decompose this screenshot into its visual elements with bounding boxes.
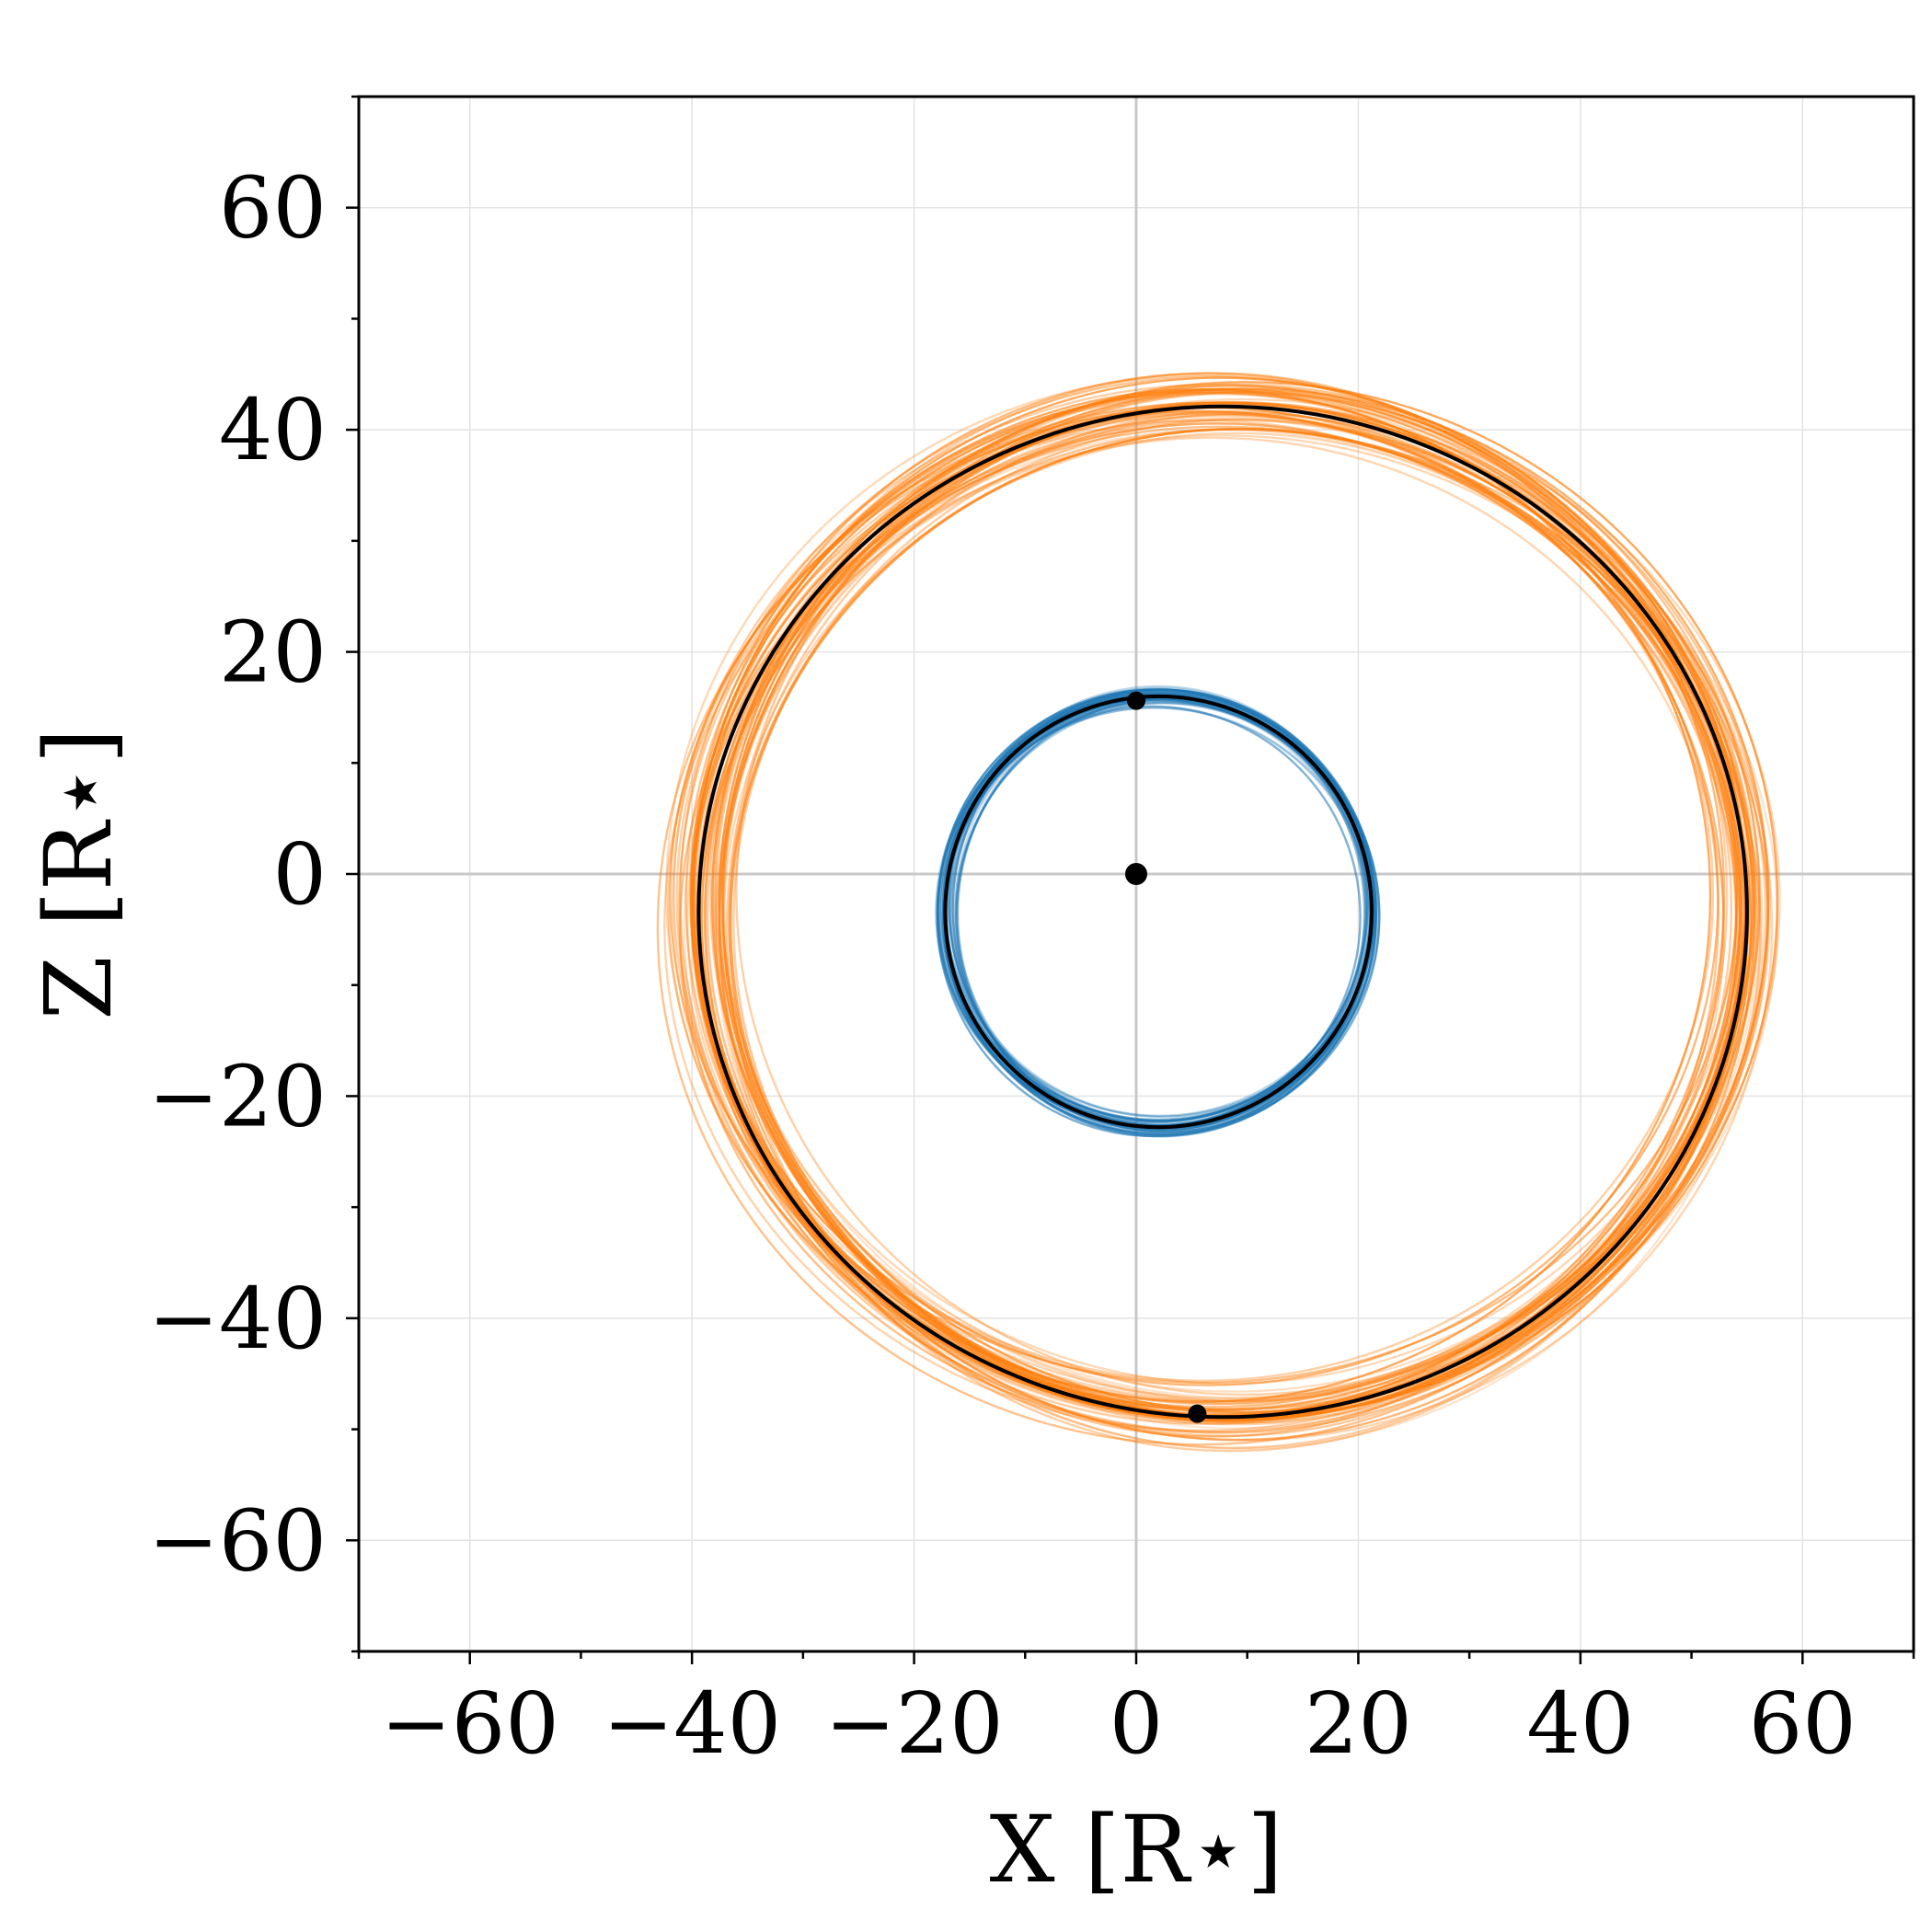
y-tick-label: −40 — [148, 1270, 327, 1368]
best-fit-orbit — [943, 694, 1374, 1130]
data-point — [1125, 863, 1147, 885]
x-tick-label: 0 — [1110, 1674, 1164, 1773]
orbit-sample — [707, 403, 1768, 1426]
best-fit-orbits — [696, 404, 1749, 1420]
y-tick-label: −60 — [148, 1491, 327, 1590]
orbit-sample — [729, 391, 1743, 1430]
orbit-sample — [700, 427, 1770, 1411]
orbit-sample — [714, 391, 1755, 1403]
orbit-sample — [690, 387, 1754, 1416]
orbit-sample — [675, 393, 1762, 1405]
orbit-sample — [950, 686, 1369, 1132]
orbit-sample — [955, 697, 1377, 1133]
x-tick-label: 40 — [1526, 1674, 1634, 1773]
orbit-sample — [683, 428, 1760, 1425]
x-tick-labels: −60 −40 −20 0 20 40 60 — [381, 1674, 1857, 1773]
ticks — [346, 95, 1915, 1664]
orbit-sample — [663, 419, 1741, 1432]
x-axis-label: X [R⋆] — [990, 1796, 1283, 1903]
y-tick-label: 60 — [219, 159, 327, 258]
x-tick-label: −20 — [824, 1674, 1003, 1773]
y-axis-label: Z [R⋆] — [25, 728, 132, 1019]
data-point — [1188, 1404, 1207, 1423]
orbit-sample — [693, 410, 1719, 1386]
x-tick-label: 60 — [1749, 1674, 1857, 1773]
orbit-sample — [704, 390, 1719, 1438]
orbit-sample — [679, 425, 1762, 1434]
x-tick-label: 20 — [1305, 1674, 1412, 1773]
orbit-sample — [686, 434, 1758, 1411]
y-tick-label: 0 — [272, 825, 327, 924]
best-fit-orbit — [696, 404, 1749, 1420]
x-tick-label: −40 — [603, 1674, 781, 1773]
y-tick-label: 40 — [219, 381, 327, 479]
y-tick-label: 20 — [219, 604, 327, 702]
orbit-sample — [677, 391, 1733, 1425]
x-tick-label: −60 — [381, 1674, 559, 1773]
data-point — [1127, 691, 1145, 710]
marker-points — [1125, 691, 1207, 1423]
y-tick-labels: −60 −40 −20 0 20 40 60 — [148, 159, 327, 1591]
orbit-sample — [712, 383, 1761, 1415]
y-tick-label: −20 — [148, 1047, 327, 1145]
